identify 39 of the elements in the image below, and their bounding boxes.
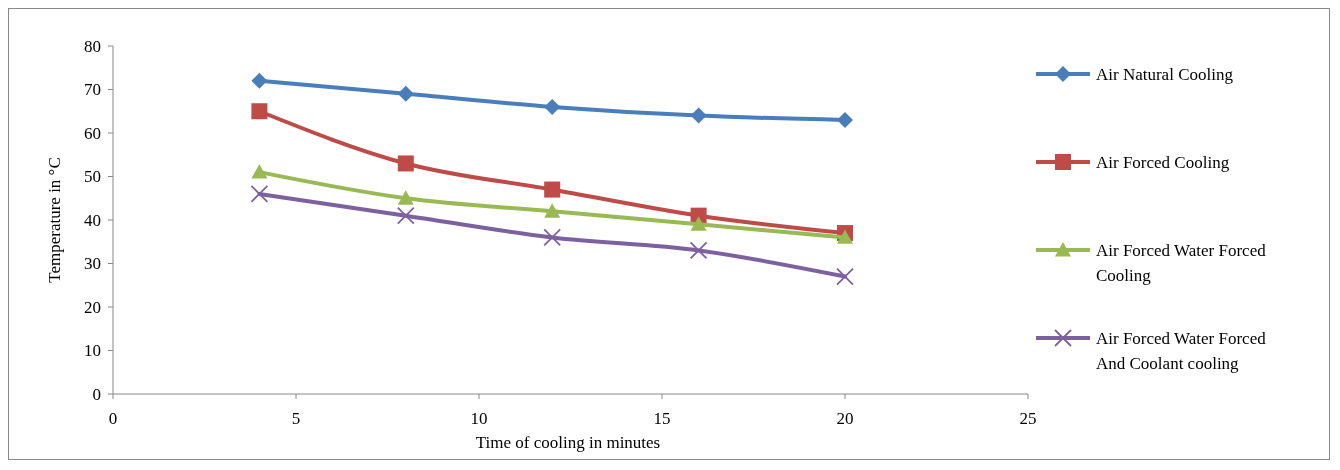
point bbox=[396, 206, 415, 225]
point bbox=[689, 241, 708, 260]
point bbox=[543, 228, 562, 247]
y-tick-label: 30 bbox=[84, 254, 101, 274]
point bbox=[837, 111, 853, 128]
point bbox=[836, 267, 854, 286]
y-tick-label: 80 bbox=[84, 36, 101, 56]
legend-label: Air Forced Water Forced And Coolant cooling bbox=[1096, 328, 1267, 373]
point bbox=[251, 164, 268, 179]
x-tick-label: 0 bbox=[108, 409, 118, 428]
x-tick-label: 5 bbox=[291, 409, 301, 428]
point bbox=[690, 107, 707, 124]
point bbox=[544, 203, 561, 218]
y-tick-label: 0 bbox=[92, 384, 101, 404]
x-axis-title: Time of cooling in minutes bbox=[475, 433, 661, 452]
legend-label: Air Forced Cooling bbox=[1096, 152, 1230, 172]
point bbox=[837, 229, 853, 244]
x-tick-label: 20 bbox=[836, 409, 854, 428]
y-tick-label: 10 bbox=[84, 341, 101, 361]
legend-label: Air Natural Cooling bbox=[1096, 64, 1234, 84]
point bbox=[397, 190, 414, 205]
y-axis-title: Temperature in °C bbox=[45, 157, 64, 283]
x-tick-label: 10 bbox=[470, 409, 488, 428]
point bbox=[544, 98, 561, 115]
point bbox=[397, 85, 414, 102]
y-tick-label: 70 bbox=[84, 80, 101, 100]
x-tick-label: 15 bbox=[653, 409, 671, 428]
y-tick-label: 20 bbox=[84, 297, 101, 317]
point bbox=[251, 72, 268, 89]
y-tick-label: 60 bbox=[84, 123, 101, 143]
y-tick-label: 50 bbox=[84, 167, 101, 187]
x-tick-label: 25 bbox=[1019, 409, 1037, 428]
point bbox=[690, 216, 707, 231]
point bbox=[250, 185, 269, 203]
point bbox=[397, 155, 414, 172]
point bbox=[251, 103, 268, 120]
legend-label: Air Forced Water Forced Cooling bbox=[1096, 240, 1267, 285]
point bbox=[544, 181, 561, 198]
y-tick-label: 40 bbox=[84, 210, 101, 230]
